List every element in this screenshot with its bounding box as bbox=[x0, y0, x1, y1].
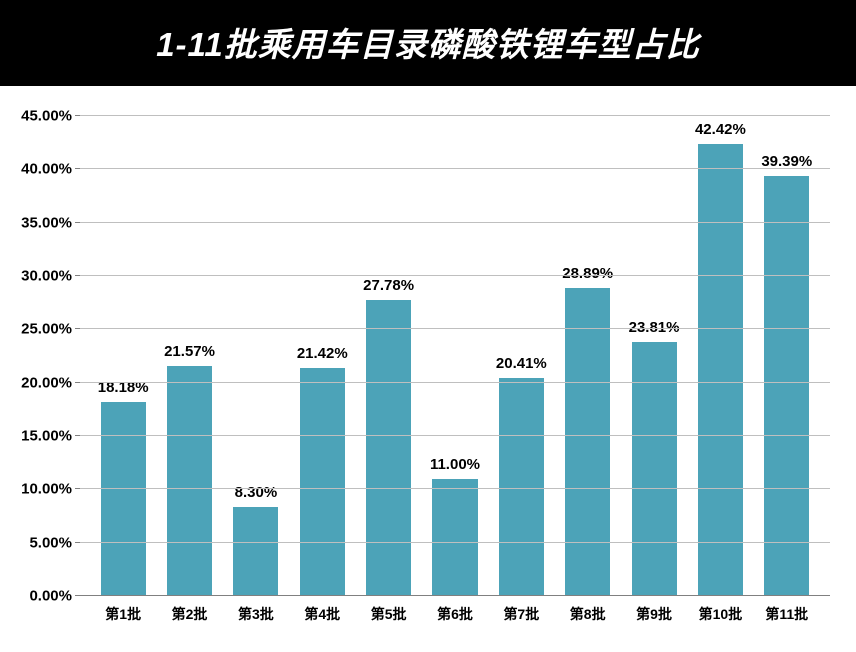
x-tick-label: 第4批 bbox=[289, 604, 355, 624]
grid-line bbox=[80, 328, 830, 329]
x-axis-labels: 第1批第2批第3批第4批第5批第6批第7批第8批第9批第10批第11批 bbox=[80, 596, 830, 624]
bar bbox=[432, 479, 477, 596]
grid-line bbox=[80, 488, 830, 489]
x-tick-label: 第1批 bbox=[90, 604, 156, 624]
grid-line bbox=[80, 542, 830, 543]
bar bbox=[698, 144, 743, 596]
title-bar: 1-11批乘用车目录磷酸铁锂车型占比 bbox=[0, 0, 856, 86]
x-tick-label: 第8批 bbox=[555, 604, 621, 624]
x-tick-label: 第7批 bbox=[488, 604, 554, 624]
y-tick-label: 10.00% bbox=[21, 481, 80, 498]
bar-slot: 18.18% bbox=[90, 116, 156, 596]
y-tick-label: 45.00% bbox=[21, 108, 80, 125]
bar-value-label: 21.57% bbox=[164, 343, 215, 360]
bar-slot: 28.89% bbox=[555, 116, 621, 596]
grid-line bbox=[80, 595, 830, 596]
bar-value-label: 42.42% bbox=[695, 121, 746, 138]
bar-slot: 27.78% bbox=[355, 116, 421, 596]
y-tick-label: 15.00% bbox=[21, 428, 80, 445]
bar-slot: 21.42% bbox=[289, 116, 355, 596]
y-tick-label: 5.00% bbox=[29, 534, 80, 551]
grid-line bbox=[80, 168, 830, 169]
x-tick-label: 第9批 bbox=[621, 604, 687, 624]
bar bbox=[167, 366, 212, 596]
bars-container: 18.18% 21.57% 8.30% 21.42% 27.78% 11.00% 20.41… bbox=[80, 116, 830, 596]
grid-line bbox=[80, 435, 830, 436]
y-tick-label: 35.00% bbox=[21, 214, 80, 231]
bar bbox=[632, 342, 677, 596]
bar bbox=[565, 288, 610, 596]
bar-value-label: 21.42% bbox=[297, 345, 348, 362]
bar-slot: 23.81% bbox=[621, 116, 687, 596]
y-tick-label: 20.00% bbox=[21, 374, 80, 391]
x-tick-label: 第2批 bbox=[156, 604, 222, 624]
bar-value-label: 20.41% bbox=[496, 355, 547, 372]
bar-slot: 21.57% bbox=[156, 116, 222, 596]
plot-area: 18.18% 21.57% 8.30% 21.42% 27.78% 11.00% 20.41… bbox=[80, 116, 830, 596]
bar-slot: 42.42% bbox=[687, 116, 753, 596]
x-tick-label: 第3批 bbox=[223, 604, 289, 624]
bar-slot: 8.30% bbox=[223, 116, 289, 596]
bar-value-label: 28.89% bbox=[562, 265, 613, 282]
bar-value-label: 27.78% bbox=[363, 277, 414, 294]
bar bbox=[101, 402, 146, 596]
y-tick-label: 40.00% bbox=[21, 161, 80, 178]
bar-value-label: 39.39% bbox=[761, 153, 812, 170]
bar bbox=[366, 300, 411, 596]
bar-slot: 39.39% bbox=[754, 116, 820, 596]
x-tick-label: 第11批 bbox=[754, 604, 820, 624]
y-tick-label: 25.00% bbox=[21, 321, 80, 338]
y-tick-label: 0.00% bbox=[29, 588, 80, 605]
bar-slot: 20.41% bbox=[488, 116, 554, 596]
grid-line bbox=[80, 275, 830, 276]
y-tick-label: 30.00% bbox=[21, 268, 80, 285]
x-tick-label: 第6批 bbox=[422, 604, 488, 624]
bar bbox=[300, 368, 345, 596]
bar bbox=[764, 176, 809, 596]
chart-title: 1-11批乘用车目录磷酸铁锂车型占比 bbox=[0, 18, 856, 66]
grid-line bbox=[80, 382, 830, 383]
bar-slot: 11.00% bbox=[422, 116, 488, 596]
x-tick-label: 第5批 bbox=[355, 604, 421, 624]
bar-value-label: 8.30% bbox=[235, 484, 278, 501]
bar bbox=[233, 507, 278, 596]
bar bbox=[499, 378, 544, 596]
bar-value-label: 11.00% bbox=[430, 456, 480, 473]
grid-line bbox=[80, 115, 830, 116]
chart-area: 18.18% 21.57% 8.30% 21.42% 27.78% 11.00% 20.41… bbox=[0, 86, 856, 646]
x-tick-label: 第10批 bbox=[687, 604, 753, 624]
grid-line bbox=[80, 222, 830, 223]
